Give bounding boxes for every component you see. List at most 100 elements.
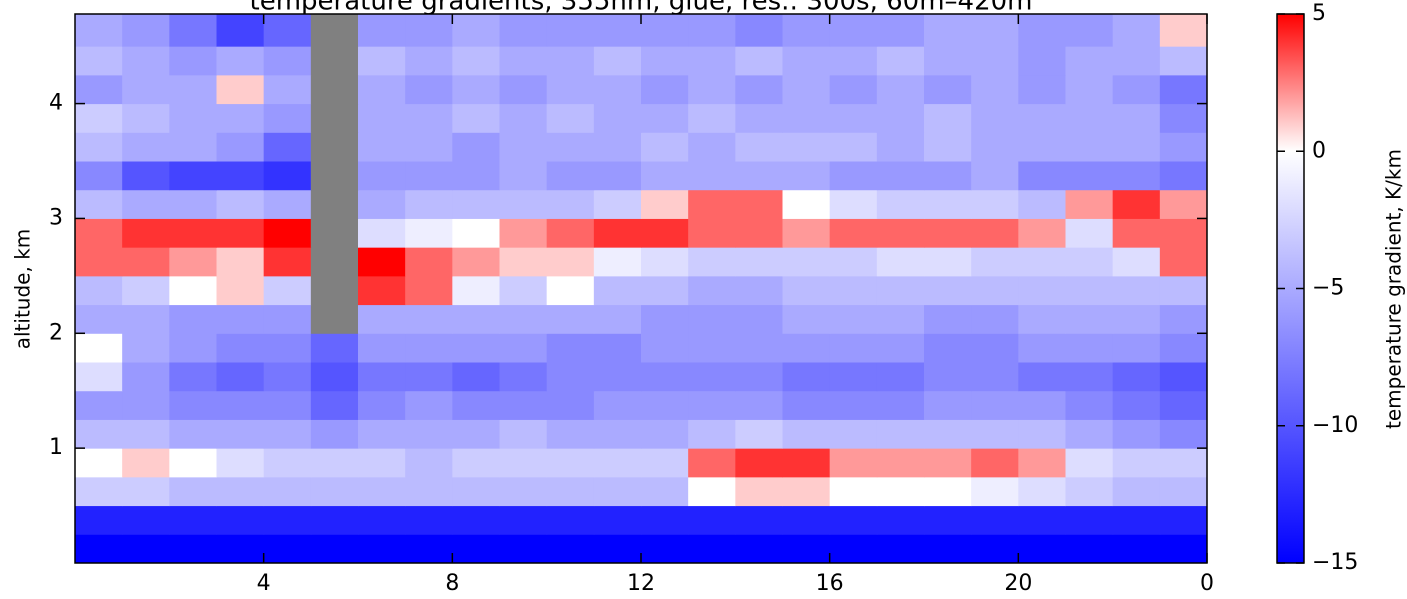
heatmap-cell — [971, 333, 1019, 363]
heatmap-cell — [169, 390, 217, 420]
heatmap-cell — [782, 390, 831, 420]
colorbar-tick-label: 0 — [1312, 138, 1326, 163]
heatmap-cell — [499, 534, 548, 563]
heatmap-cell — [924, 419, 972, 449]
heatmap-cell — [876, 103, 925, 133]
heatmap-cell — [971, 161, 1019, 191]
heatmap-cell — [499, 333, 548, 363]
heatmap-cell — [405, 476, 453, 507]
heatmap-cell — [641, 275, 689, 306]
heatmap-cell — [452, 304, 500, 334]
heatmap-cell — [1112, 476, 1161, 507]
heatmap-cell — [735, 161, 783, 191]
heatmap-cell — [971, 74, 1019, 105]
heatmap-cell — [688, 189, 736, 219]
heatmap-cell — [452, 218, 500, 248]
heatmap-cell — [782, 14, 831, 47]
heatmap-cell — [971, 103, 1019, 133]
heatmap-cell — [1112, 333, 1161, 363]
heatmap-cell — [405, 103, 453, 133]
heatmap-cell — [593, 275, 642, 306]
heatmap-cell — [1159, 390, 1207, 420]
heatmap-cell — [122, 419, 170, 449]
heatmap-cell — [169, 132, 217, 162]
heatmap-cell — [1112, 448, 1161, 478]
heatmap-cell — [641, 390, 689, 420]
heatmap-cell — [1065, 390, 1114, 420]
heatmap-cell — [1065, 362, 1114, 392]
heatmap-cell — [122, 132, 170, 162]
missing-cell — [310, 103, 359, 133]
heatmap-cell — [782, 448, 831, 478]
missing-cell — [310, 14, 359, 47]
heatmap-cell — [924, 218, 972, 248]
heatmap-cell — [263, 46, 312, 76]
heatmap-cell — [358, 247, 406, 277]
missing-cell — [310, 189, 359, 219]
heatmap-cell — [1112, 247, 1161, 277]
heatmap-cell — [641, 46, 689, 76]
colorbar-tick-label: −15 — [1312, 550, 1358, 575]
heatmap-cell — [546, 304, 595, 334]
heatmap-cell — [310, 448, 359, 478]
heatmap-cell — [829, 448, 878, 478]
heatmap-cell — [593, 534, 642, 563]
heatmap-cell — [452, 476, 500, 507]
heatmap-cell — [1112, 103, 1161, 133]
heatmap-cell — [1159, 419, 1207, 449]
heatmap-cell — [971, 390, 1019, 420]
heatmap-cell — [358, 505, 406, 535]
heatmap-cell — [1112, 505, 1161, 535]
heatmap-cell — [1018, 505, 1066, 535]
heatmap-cell — [405, 161, 453, 191]
heatmap-cell — [829, 333, 878, 363]
heatmap-cell — [546, 275, 595, 306]
heatmap-cell — [263, 333, 312, 363]
heatmap-cell — [1018, 189, 1066, 219]
y-tick-label: 2 — [49, 320, 63, 345]
heatmap-cell — [169, 103, 217, 133]
heatmap-cell — [735, 390, 783, 420]
heatmap-cell — [546, 218, 595, 248]
heatmap-cell — [1065, 161, 1114, 191]
heatmap-cell — [1112, 275, 1161, 306]
heatmap-cell — [122, 218, 170, 248]
heatmap-cell — [688, 74, 736, 105]
heatmap-cell — [122, 46, 170, 76]
heatmap-cell — [641, 304, 689, 334]
heatmap-cell — [924, 534, 972, 563]
heatmap-cell — [829, 476, 878, 507]
missing-cell — [310, 247, 359, 277]
heatmap-cell — [1018, 333, 1066, 363]
heatmap-cell — [1159, 304, 1207, 334]
heatmap-cell — [358, 103, 406, 133]
heatmap-cell — [735, 333, 783, 363]
heatmap-cell — [216, 46, 265, 76]
heatmap-cell — [593, 448, 642, 478]
heatmap-cell — [263, 247, 312, 277]
heatmap-cell — [263, 448, 312, 478]
heatmap-cell — [358, 419, 406, 449]
heatmap-cell — [216, 103, 265, 133]
heatmap-cell — [169, 333, 217, 363]
heatmap-cell — [641, 161, 689, 191]
heatmap-cell — [1065, 218, 1114, 248]
heatmap-cell — [1112, 362, 1161, 392]
heatmap-cell — [876, 390, 925, 420]
heatmap-cell — [310, 534, 359, 563]
heatmap-cell — [405, 390, 453, 420]
heatmap-cell — [1065, 247, 1114, 277]
heatmap-cell — [1112, 390, 1161, 420]
colorbar-tick-label: −10 — [1312, 413, 1358, 438]
heatmap-cell — [1065, 275, 1114, 306]
x-tick-label: 12 — [627, 571, 655, 596]
heatmap-cell — [688, 218, 736, 248]
heatmap-cell — [358, 534, 406, 563]
heatmap-cell — [1018, 390, 1066, 420]
heatmap-cell — [310, 476, 359, 507]
heatmap-cell — [782, 304, 831, 334]
heatmap-cell — [1112, 304, 1161, 334]
heatmap-cell — [971, 476, 1019, 507]
heatmap-cell — [593, 161, 642, 191]
heatmap-cell — [688, 362, 736, 392]
